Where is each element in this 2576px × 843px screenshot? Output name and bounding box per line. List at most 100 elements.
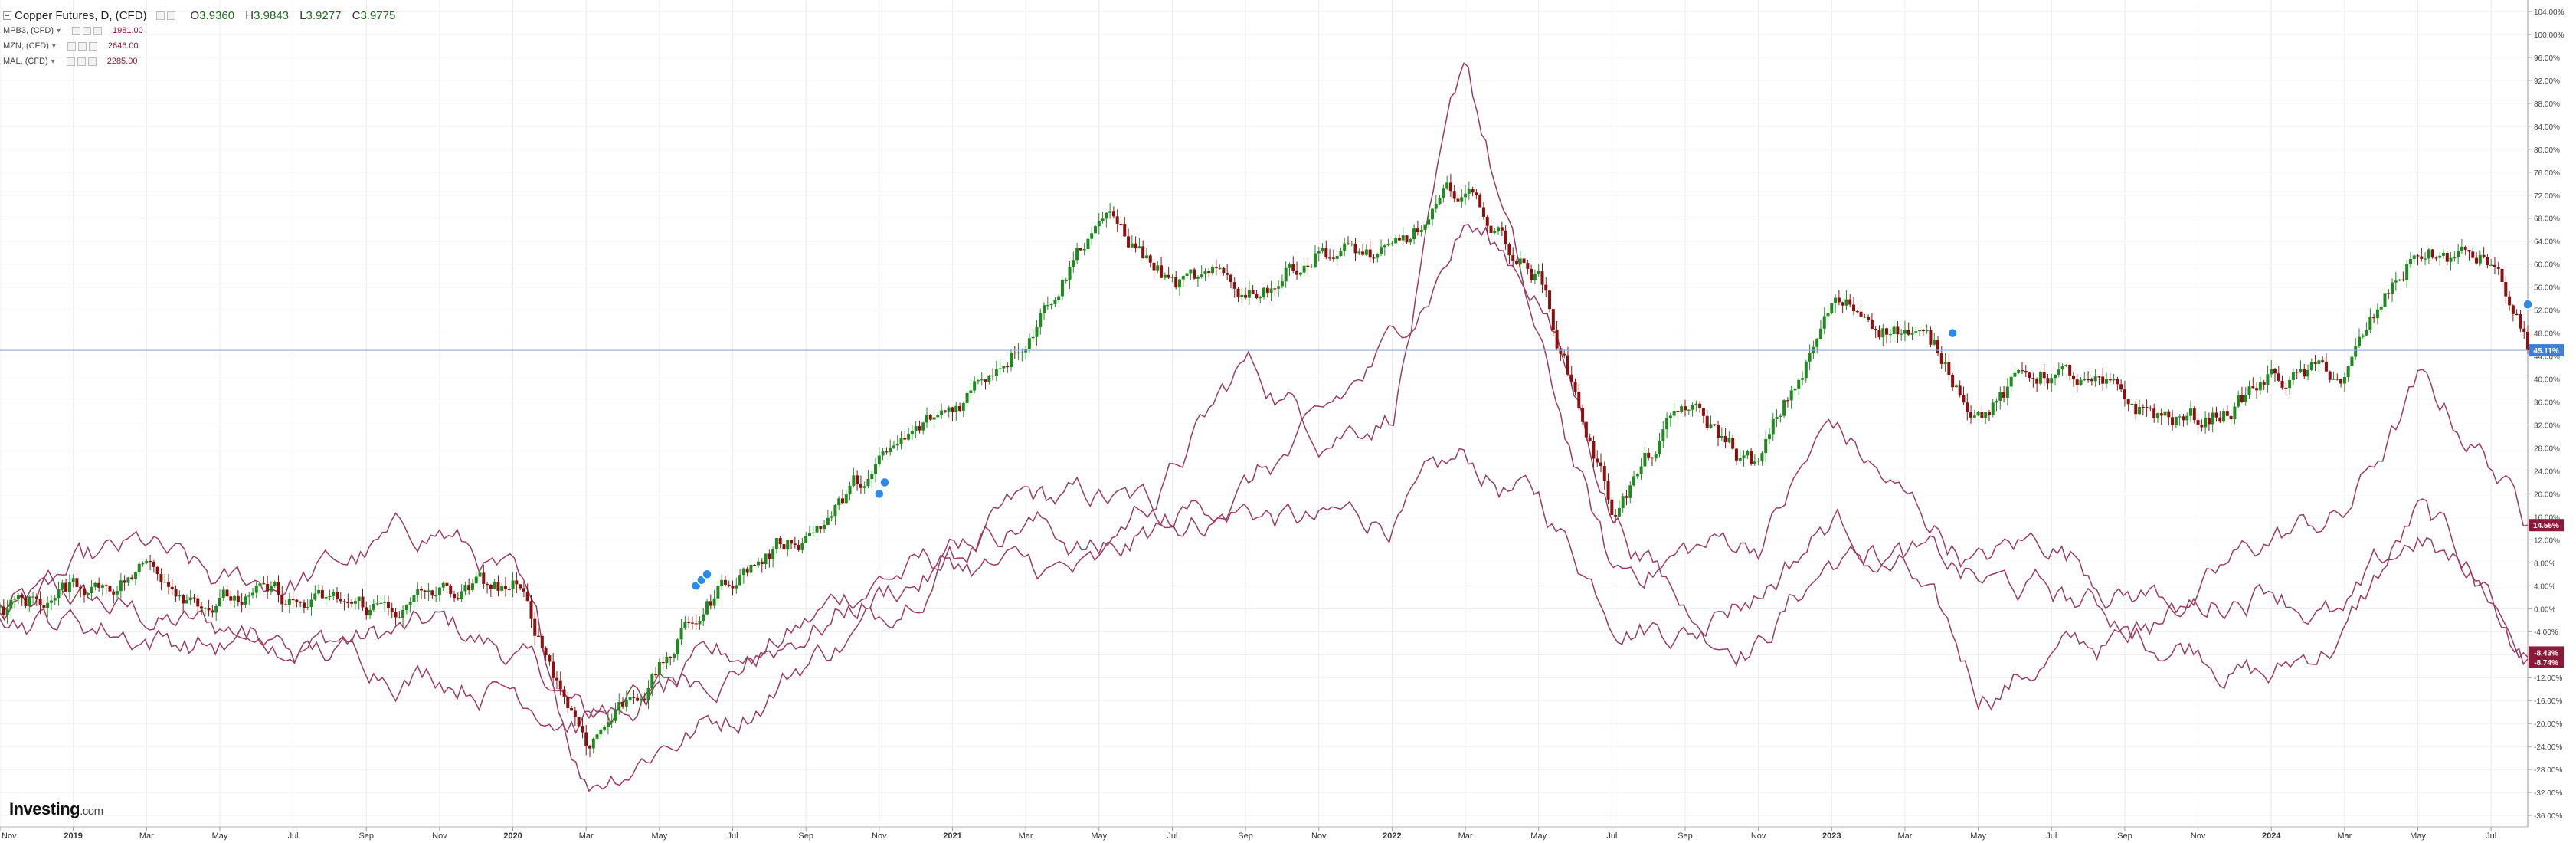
main-symbol-label: Copper Futures, D, (CFD) — [15, 8, 147, 22]
event-marker-icon[interactable] — [1947, 327, 1958, 339]
candle-body — [420, 589, 423, 591]
candle-body — [1060, 280, 1064, 297]
candle-body — [1115, 216, 1119, 225]
candle-body — [155, 566, 159, 574]
candle-body — [1834, 297, 1838, 303]
visibility-icon[interactable] — [67, 41, 76, 51]
candle-body — [2233, 406, 2237, 420]
candle-body — [119, 580, 123, 592]
candle-body — [2155, 413, 2159, 418]
candle-body — [1559, 348, 1563, 354]
y-tick-label: 0.00% — [2534, 605, 2555, 614]
candle-body — [247, 595, 251, 597]
settings-icon[interactable] — [77, 41, 87, 51]
candle-body — [2046, 378, 2050, 384]
candle-body — [1500, 227, 1504, 231]
visibility-icon[interactable] — [72, 26, 81, 35]
candle-body — [2054, 374, 2057, 379]
candle-body — [984, 379, 987, 382]
price-axis[interactable]: 104.00% 100.00% 96.00% 92.00% 88.00% 84.00% 80… — [2528, 8, 2565, 821]
event-marker-icon[interactable] — [879, 477, 890, 488]
candle-body — [628, 697, 632, 700]
candle-body — [1412, 228, 1416, 240]
candle-body — [969, 390, 973, 394]
candle-body — [317, 589, 321, 594]
candle-body — [1298, 272, 1302, 275]
x-tick-label: Mar — [1458, 832, 1473, 841]
candle-body — [394, 612, 398, 618]
candle-body — [2313, 362, 2317, 364]
candle-body — [1288, 264, 1291, 268]
x-tick-label: May — [1530, 832, 1547, 841]
candle-body — [1255, 294, 1259, 299]
candle-body — [925, 414, 928, 423]
candle-body — [1489, 225, 1493, 234]
candle-body — [2467, 249, 2471, 252]
candle-body — [390, 608, 394, 612]
candle-body — [1317, 251, 1321, 254]
candle-body — [2013, 372, 2017, 377]
time-axis[interactable]: Nov 2019 Mar May Jul Sep Nov 2020 Mar May Jul Sep No… — [0, 827, 2496, 841]
candle-body — [786, 540, 790, 550]
candle-body — [1280, 281, 1284, 287]
candle-body — [1097, 221, 1101, 227]
candle-body — [2218, 417, 2222, 422]
candle-body — [1324, 248, 1328, 258]
chevron-down-icon[interactable]: ▾ — [51, 41, 56, 51]
candle-body — [1954, 385, 1958, 388]
candle-body — [650, 674, 654, 688]
close-icon[interactable] — [87, 57, 97, 66]
candle-body — [2486, 257, 2489, 266]
candle-body — [170, 586, 174, 589]
candle-body — [1720, 435, 1723, 438]
low-value: 3.9277 — [306, 8, 342, 22]
event-marker-icon[interactable] — [874, 488, 885, 500]
event-markers[interactable] — [690, 299, 2533, 592]
candle-body — [661, 661, 665, 664]
candle-body — [782, 544, 786, 550]
candle-body — [2097, 376, 2101, 378]
candle-body — [1064, 280, 1068, 281]
candle-body — [1606, 481, 1610, 500]
candle-body — [928, 414, 932, 420]
candle-body — [200, 606, 204, 609]
candle-body — [918, 426, 921, 431]
candle-body — [2394, 280, 2398, 283]
candle-body — [1295, 270, 1299, 275]
close-icon[interactable] — [166, 11, 175, 20]
candle-body — [1818, 328, 1822, 339]
event-marker-icon[interactable] — [2522, 299, 2533, 310]
settings-icon[interactable] — [77, 57, 86, 66]
chevron-down-icon[interactable]: ▾ — [51, 57, 55, 66]
candle-body — [895, 444, 899, 446]
x-tick-label: Nov — [432, 832, 447, 841]
candle-body — [1193, 269, 1196, 279]
candle-body — [1427, 219, 1431, 225]
candle-body — [463, 585, 467, 592]
candle-body — [28, 596, 31, 606]
candle-body — [1859, 311, 1863, 317]
candle-body — [1998, 392, 2002, 401]
candle-body — [577, 717, 581, 727]
x-tick-label: 2019 — [64, 832, 82, 841]
visibility-icon[interactable] — [66, 57, 75, 66]
candle-body — [1676, 411, 1680, 412]
close-icon[interactable] — [88, 41, 97, 51]
settings-icon[interactable] — [83, 26, 92, 35]
settings-icon[interactable] — [155, 11, 165, 20]
y-tick-label: -4.00% — [2534, 628, 2558, 637]
candle-body — [2412, 255, 2416, 260]
candle-body — [2309, 362, 2313, 370]
candle-body — [2365, 330, 2368, 336]
y-tick-label: -12.00% — [2534, 674, 2562, 683]
close-icon[interactable] — [93, 26, 103, 35]
event-marker-icon[interactable] — [702, 569, 712, 580]
candle-body — [1431, 208, 1434, 220]
collapse-legend-icon[interactable] — [3, 11, 11, 20]
candle-body — [529, 601, 533, 619]
candle-body — [1844, 299, 1848, 306]
chevron-down-icon[interactable]: ▾ — [57, 26, 61, 35]
candle-body — [2496, 267, 2500, 269]
candle-body — [1584, 422, 1588, 438]
